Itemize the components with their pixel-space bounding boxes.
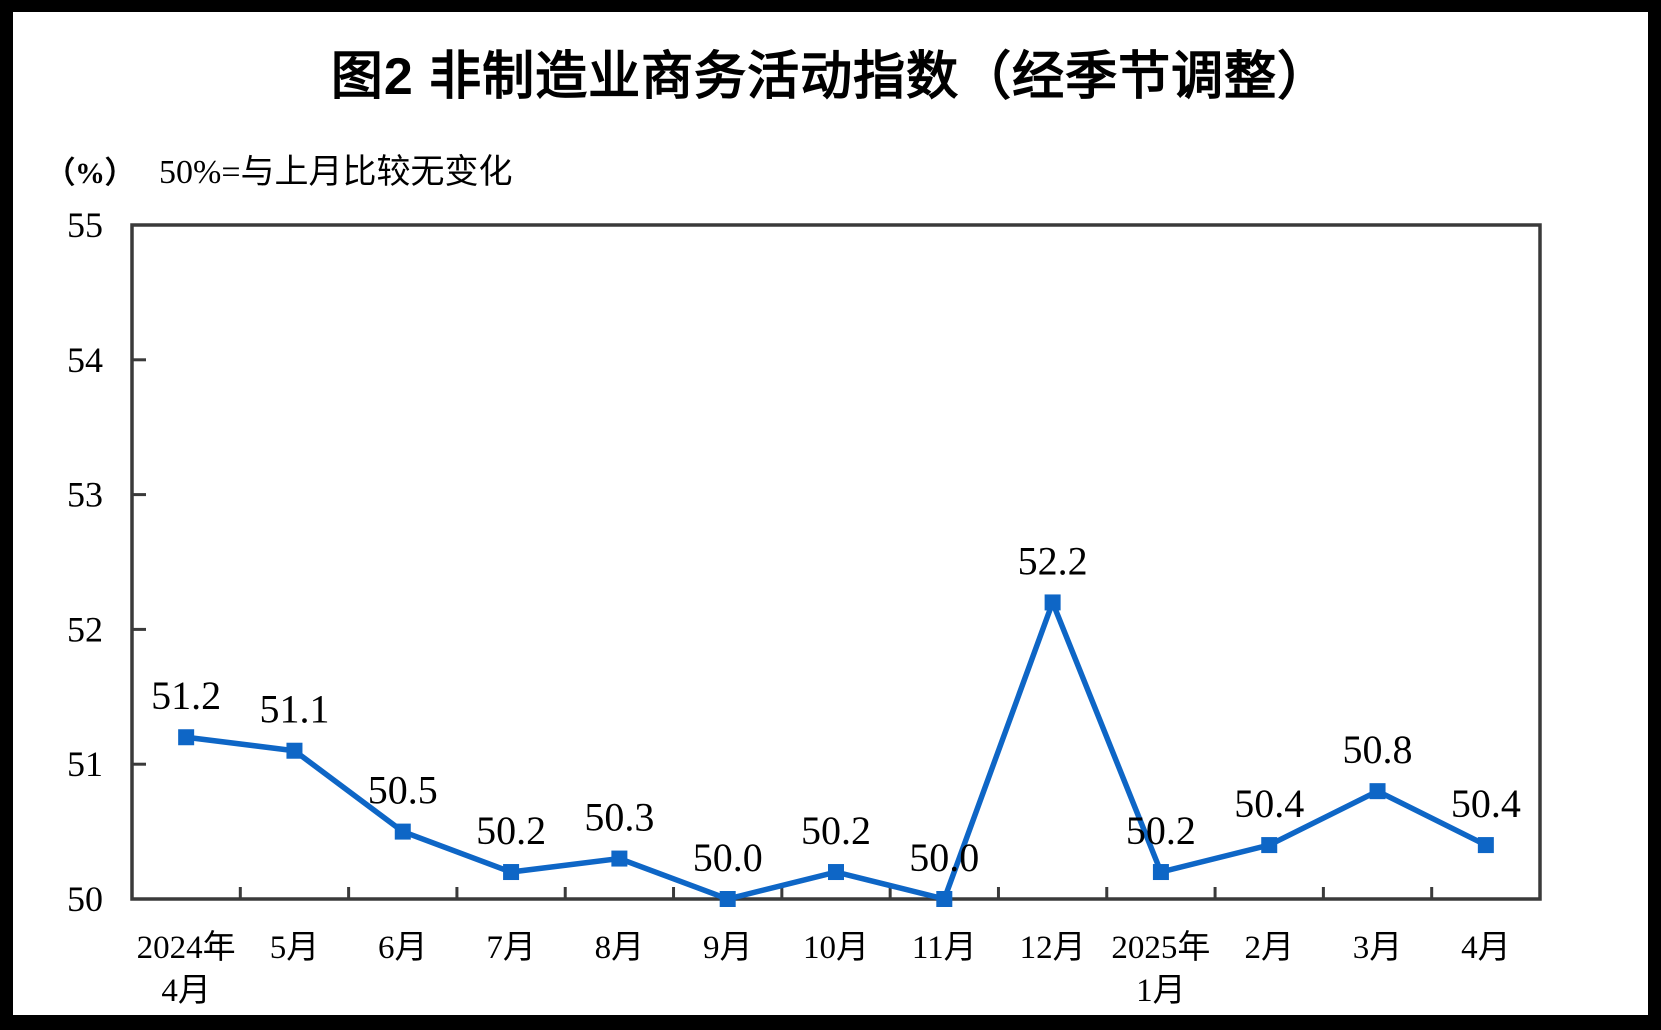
y-axis-label: 50 [67, 879, 103, 919]
axis-note-row: （%） 50%=与上月比较无变化 [45, 144, 513, 193]
data-point-marker [719, 891, 736, 907]
x-axis-label: 6月 [378, 930, 428, 966]
y-axis-label: 55 [67, 205, 103, 245]
data-point-marker [394, 823, 411, 840]
data-point-marker [936, 891, 953, 907]
x-axis-label: 8月 [595, 930, 645, 966]
x-axis-label: 2025年 [1111, 929, 1210, 966]
data-point-label: 50.2 [1126, 808, 1196, 853]
y-axis-label: 54 [67, 340, 103, 380]
data-point-label: 52.2 [1018, 538, 1088, 583]
x-axis-label: 3月 [1353, 930, 1403, 966]
data-point-marker [178, 729, 195, 746]
y-axis-label: 53 [67, 475, 103, 515]
data-point-label: 50.3 [584, 795, 654, 840]
x-axis-label: 11月 [912, 930, 977, 966]
x-axis-label: 7月 [486, 930, 536, 966]
x-axis-label: 12月 [1020, 930, 1086, 966]
data-point-marker [1152, 864, 1169, 881]
data-point-label: 50.5 [368, 768, 438, 813]
y-axis-unit-label: （%） [45, 157, 135, 190]
data-point-label: 51.1 [259, 687, 329, 732]
x-axis-sublabel: 1月 [1136, 973, 1186, 1009]
data-point-marker [503, 864, 520, 881]
x-axis-label: 10月 [803, 930, 869, 966]
data-point-marker [286, 742, 303, 759]
chart-page: 图2 非制造业商务活动指数（经季节调整） （%） 50%=与上月比较无变化 50… [13, 12, 1648, 1015]
x-axis-label: 4月 [1461, 930, 1511, 966]
x-axis-label: 2月 [1244, 930, 1294, 966]
x-axis-label: 9月 [703, 930, 753, 966]
data-point-marker [1369, 783, 1386, 800]
data-point-label: 50.4 [1234, 781, 1304, 826]
data-point-marker [1261, 837, 1278, 854]
data-point-marker [1044, 594, 1061, 611]
y-axis-label: 51 [67, 744, 103, 784]
axis-note: 50%=与上月比较无变化 [159, 154, 513, 191]
chart-title: 图2 非制造业商务活动指数（经季节调整） [330, 48, 1331, 106]
data-point-marker [1477, 837, 1494, 854]
x-axis-label: 2024年 [137, 929, 236, 966]
data-point-marker [611, 850, 628, 867]
plot-area [130, 223, 1542, 901]
y-axis-label: 52 [67, 609, 103, 649]
data-point-label: 50.0 [693, 835, 763, 880]
data-point-label: 50.4 [1451, 781, 1521, 826]
x-axis-sublabel: 4月 [161, 973, 211, 1009]
data-point-label: 50.0 [909, 835, 979, 880]
data-point-marker [828, 864, 844, 881]
data-point-label: 50.2 [801, 808, 871, 853]
data-point-label: 50.8 [1343, 727, 1413, 772]
data-point-label: 50.2 [476, 808, 546, 853]
x-axis-label: 5月 [270, 930, 320, 966]
data-point-label: 51.2 [151, 673, 221, 718]
series-line [185, 594, 1488, 903]
